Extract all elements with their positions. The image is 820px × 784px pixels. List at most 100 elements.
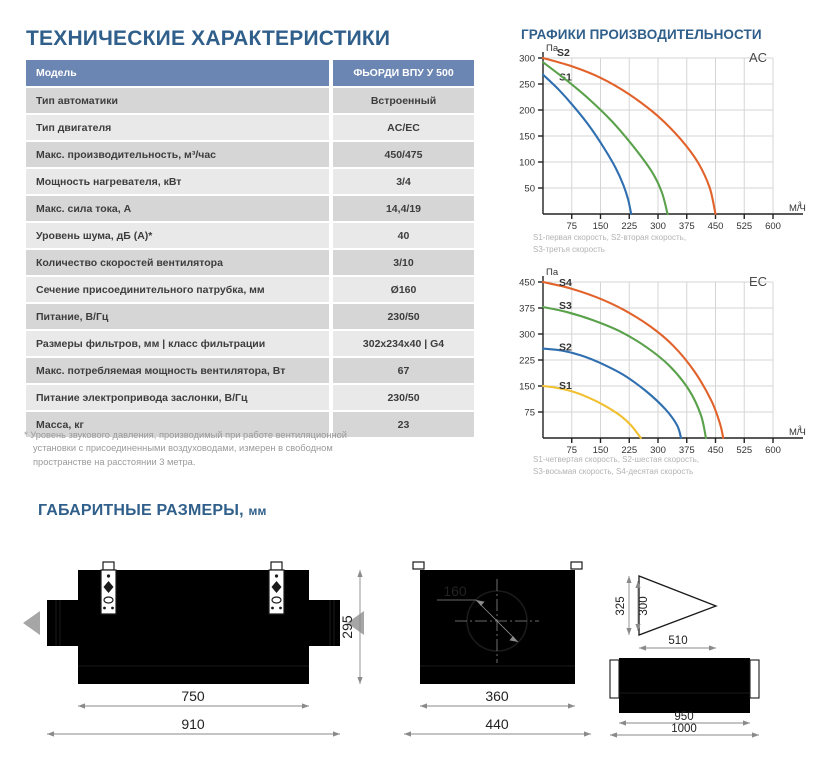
leader-arrow-a [476, 600, 485, 606]
y-axis-label: Па [546, 268, 559, 278]
spec-value: 230/50 [331, 303, 474, 331]
dim-label-750: 750 [181, 688, 205, 704]
x-axis-label-superscript: 3 [798, 425, 802, 432]
x-tick-label: 300 [650, 221, 666, 232]
clip-right [570, 561, 583, 570]
spec-value: 450/475 [331, 141, 474, 169]
dim-line-950 [619, 720, 750, 726]
spec-name: Питание электропривода заслонки, В/Гц [26, 384, 333, 412]
x-axis-label: М/Ч [789, 427, 806, 438]
spec-name: Макс. сила тока, А [26, 195, 333, 223]
series-curve-S3 [541, 305, 707, 440]
table-row: Тип двигателя AC/EC [26, 114, 474, 142]
x-tick-label: 150 [593, 221, 609, 232]
spec-name: Макс. производительность, м³/час [26, 141, 333, 169]
spec-value: 230/50 [331, 384, 474, 412]
y-tick-label: 300 [519, 330, 535, 341]
dim-line-300 [635, 581, 641, 631]
spec-name: Тип автоматики [26, 87, 333, 115]
x-tick-label: 300 [650, 445, 666, 456]
table-row: Сечение присоединительного патрубка, мм Ø… [26, 276, 474, 304]
[object Object] [420, 570, 575, 684]
table-row: Питание, В/Гц 230/50 [26, 303, 474, 331]
x-axis-label: М/Ч [789, 203, 806, 214]
x-tick-label: 600 [765, 445, 781, 456]
spec-name: Количество скоростей вентилятора [26, 249, 333, 277]
airflow-arrow-left [23, 611, 40, 635]
x-tick-label: 450 [708, 445, 724, 456]
series-label-S2: S2 [557, 47, 570, 59]
performance-chart-ec: 75 150 225 300 375 450 75 150 225 300 375 450 525 600… [505, 268, 810, 473]
leader-arrow-b [509, 636, 518, 642]
mounting-bracket-2 [268, 561, 285, 615]
dim-label-910: 910 [181, 716, 205, 732]
spec-value: Ø160 [331, 276, 474, 304]
x-tick-label: 375 [679, 445, 695, 456]
spec-value: AC/EC [331, 114, 474, 142]
spec-value: 67 [331, 357, 474, 385]
y-tick-label: 450 [519, 278, 535, 289]
spec-value: 23 [331, 411, 474, 439]
dim-line-height [357, 570, 363, 684]
dim-line-width-total [404, 731, 591, 737]
x-tick-label: 600 [765, 221, 781, 232]
table-row: Размеры фильтров, мм | класс фильтрации 3… [26, 330, 474, 358]
x-tick-label: 525 [736, 445, 752, 456]
spec-name: Масса, кг [26, 411, 333, 439]
y-tick-label: 250 [519, 80, 535, 91]
series-label-S4: S4 [559, 277, 572, 289]
spec-value: 3/10 [331, 249, 474, 277]
dim-line-1000 [610, 732, 759, 738]
spec-name: Уровень шума, дБ (А)* [26, 222, 333, 250]
spec-name: Размеры фильтров, мм | класс фильтрации [26, 330, 333, 358]
y-tick-label: 50 [524, 184, 535, 195]
x-axis-label-superscript: 3 [798, 201, 802, 208]
chart-ec-caption: S1-четвертая скорость, S2-шестая скорост… [533, 454, 699, 478]
dim-line-width-inner [420, 703, 575, 709]
footnote-line-1: * Уровень звукового давления, производим… [24, 430, 347, 440]
series-curve-S1 [541, 384, 642, 440]
y-tick-label: 100 [519, 158, 535, 169]
y-tick-label: 75 [524, 408, 535, 419]
y-tick-label: 200 [519, 106, 535, 117]
dim-label-440: 440 [485, 716, 509, 732]
footnote-line-3: пространстве на расстоянии 3 метра. [33, 456, 196, 467]
drawing-front-view: 160 360 440 [404, 561, 591, 737]
dim-label-325: 325 [615, 596, 627, 615]
dim-line-length-total [47, 731, 340, 737]
spec-name: Тип двигателя [26, 114, 333, 142]
series-label-S1: S1 [559, 72, 572, 84]
table-row: Тип автоматики Встроенный [26, 87, 474, 115]
table-row: Уровень шума, дБ (А)* 40 [26, 222, 474, 250]
chart-ac-caption: S1-первая скорость, S2-вторая скорость, … [533, 232, 686, 256]
dimension-drawings: 750 910 295 160 360 440 325 300 510 950 1000 [0, 548, 820, 758]
[object Object] [619, 658, 750, 713]
dim-label-510: 510 [668, 635, 687, 647]
x-tick-label: 450 [708, 221, 724, 232]
dim-label-1000: 1000 [671, 723, 697, 735]
table-row: Количество скоростей вентилятора 3/10 [26, 249, 474, 277]
series-label-S2: S2 [559, 342, 572, 354]
series-label-S3: S3 [559, 300, 572, 312]
x-tick-label: 75 [566, 221, 577, 232]
top-flange-left [609, 659, 620, 699]
spec-value: 302x234x40 | G4 [331, 330, 474, 358]
top-flange-right [749, 659, 760, 699]
series-curve-S3 [541, 56, 717, 216]
spec-name: Мощность нагревателя, кВт [26, 168, 333, 196]
dim-line-510 [639, 645, 716, 651]
page-title: ТЕХНИЧЕСКИЕ ХАРАКТЕРИСТИКИ [26, 27, 391, 50]
spec-value: 14,4/19 [331, 195, 474, 223]
specifications-table: Модель ФЬОРДИ ВПУ У 500 Тип автоматики Встр… [26, 60, 474, 439]
table-header-row: Модель ФЬОРДИ ВПУ У 500 [26, 60, 474, 88]
table-row: Масса, кг 23 [26, 411, 474, 439]
dim-label-300: 300 [638, 596, 650, 615]
spec-value: 40 [331, 222, 474, 250]
drawing-bracket-view: 325 300 510 [615, 575, 718, 651]
chart-svg: 75 150 225 300 375 450 75 150 225 300 375 450 525 600… [519, 268, 806, 456]
x-tick-label: 75 [566, 445, 577, 456]
dimensions-title-unit: мм [248, 504, 267, 518]
series-curve-S4 [541, 280, 725, 440]
table-row: Макс. производительность, м³/час 450/475 [26, 141, 474, 169]
